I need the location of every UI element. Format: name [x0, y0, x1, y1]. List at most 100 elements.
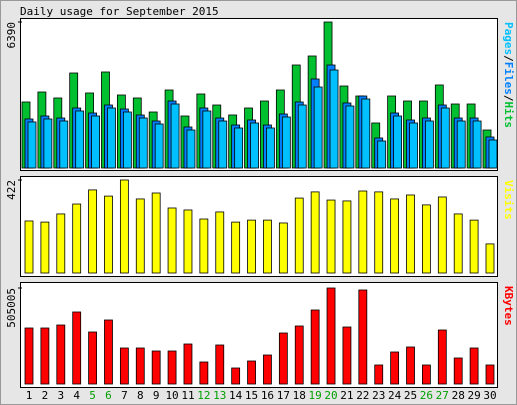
bar: [266, 127, 275, 169]
bar: [138, 117, 148, 169]
x-tick-label: 3: [57, 389, 64, 402]
bar: [326, 287, 336, 385]
x-tick-label: 17: [277, 389, 290, 402]
bar: [437, 329, 447, 385]
bar: [40, 221, 50, 274]
bar: [234, 127, 244, 169]
bar: [374, 364, 384, 385]
bar: [377, 140, 387, 169]
bar: [297, 104, 307, 169]
bar: [56, 324, 66, 385]
x-tick-label: 2: [42, 389, 49, 402]
bar: [278, 222, 288, 274]
bar: [294, 325, 304, 385]
bar: [406, 346, 415, 385]
bar: [199, 218, 209, 274]
bar: [231, 221, 241, 274]
bar: [104, 195, 113, 274]
bar: [122, 111, 132, 169]
bar: [310, 309, 320, 385]
legend-entry: KBytes: [502, 286, 515, 326]
x-tick-label: 30: [483, 389, 496, 402]
bar: [422, 204, 431, 274]
bar: [247, 360, 256, 385]
bar: [183, 343, 193, 385]
bar: [151, 192, 161, 274]
bar: [345, 105, 355, 169]
bar: [342, 326, 352, 385]
legend-separator: /: [502, 95, 515, 102]
bar: [183, 209, 193, 274]
x-tick-label: 26: [420, 389, 433, 402]
y-tick-label: 422: [5, 180, 18, 200]
bar: [186, 129, 196, 169]
legend-entry: Pages: [502, 22, 515, 55]
bar: [231, 367, 241, 385]
bar: [40, 327, 50, 385]
bar: [263, 219, 272, 274]
bar: [390, 198, 400, 274]
y-tick-label: 6390: [5, 22, 18, 49]
bar: [119, 179, 129, 274]
x-tick-label: 11: [181, 389, 194, 402]
bar: [361, 98, 371, 169]
bar: [453, 357, 463, 385]
bar: [326, 199, 336, 274]
bar: [247, 219, 256, 274]
bar: [91, 115, 100, 169]
bar: [329, 69, 339, 169]
x-tick-label: 22: [356, 389, 369, 402]
bar: [56, 213, 66, 274]
bar: [342, 200, 352, 274]
bar: [27, 121, 37, 169]
x-tick-label: 9: [153, 389, 160, 402]
panel: [20, 176, 498, 277]
x-tick-label: 23: [372, 389, 385, 402]
bar: [72, 203, 82, 274]
panel: [20, 282, 498, 388]
bar: [24, 327, 34, 385]
legend-entry: Visits: [502, 180, 515, 220]
bar: [215, 211, 225, 274]
bar: [313, 86, 323, 169]
x-tick-label: 1: [26, 389, 33, 402]
bar: [154, 123, 164, 169]
bar: [75, 110, 85, 169]
bar: [88, 189, 97, 274]
bar: [393, 115, 403, 169]
bar: [485, 243, 495, 274]
bar: [278, 332, 288, 385]
bar: [202, 110, 212, 169]
chart-title: Daily usage for September 2015: [20, 5, 219, 18]
panel: [20, 18, 498, 171]
bar: [218, 120, 228, 169]
bar: [374, 191, 384, 274]
bar: [437, 196, 447, 274]
x-tick-label: 8: [137, 389, 144, 402]
y-tick-label: 505005: [5, 288, 18, 328]
bar: [488, 139, 498, 169]
legend: KBytes: [502, 286, 515, 326]
x-tick-label: 20: [324, 389, 337, 402]
x-tick-label: 5: [89, 389, 96, 402]
bar: [358, 289, 368, 385]
bar: [43, 118, 53, 169]
bar: [107, 107, 116, 169]
x-tick-label: 19: [309, 389, 322, 402]
bar: [456, 120, 466, 169]
x-tick-label: 13: [213, 389, 226, 402]
bar: [469, 219, 479, 274]
bar: [425, 120, 434, 169]
bar: [88, 331, 97, 385]
bar: [263, 354, 272, 385]
bar: [469, 347, 479, 385]
bar: [485, 364, 495, 385]
x-tick-label: 27: [436, 389, 449, 402]
bar: [472, 120, 482, 169]
bar: [170, 103, 180, 169]
bar: [119, 347, 129, 385]
bar: [422, 364, 431, 385]
x-tick-label: 21: [340, 389, 353, 402]
bar: [453, 213, 463, 274]
x-tick-label: 15: [245, 389, 258, 402]
